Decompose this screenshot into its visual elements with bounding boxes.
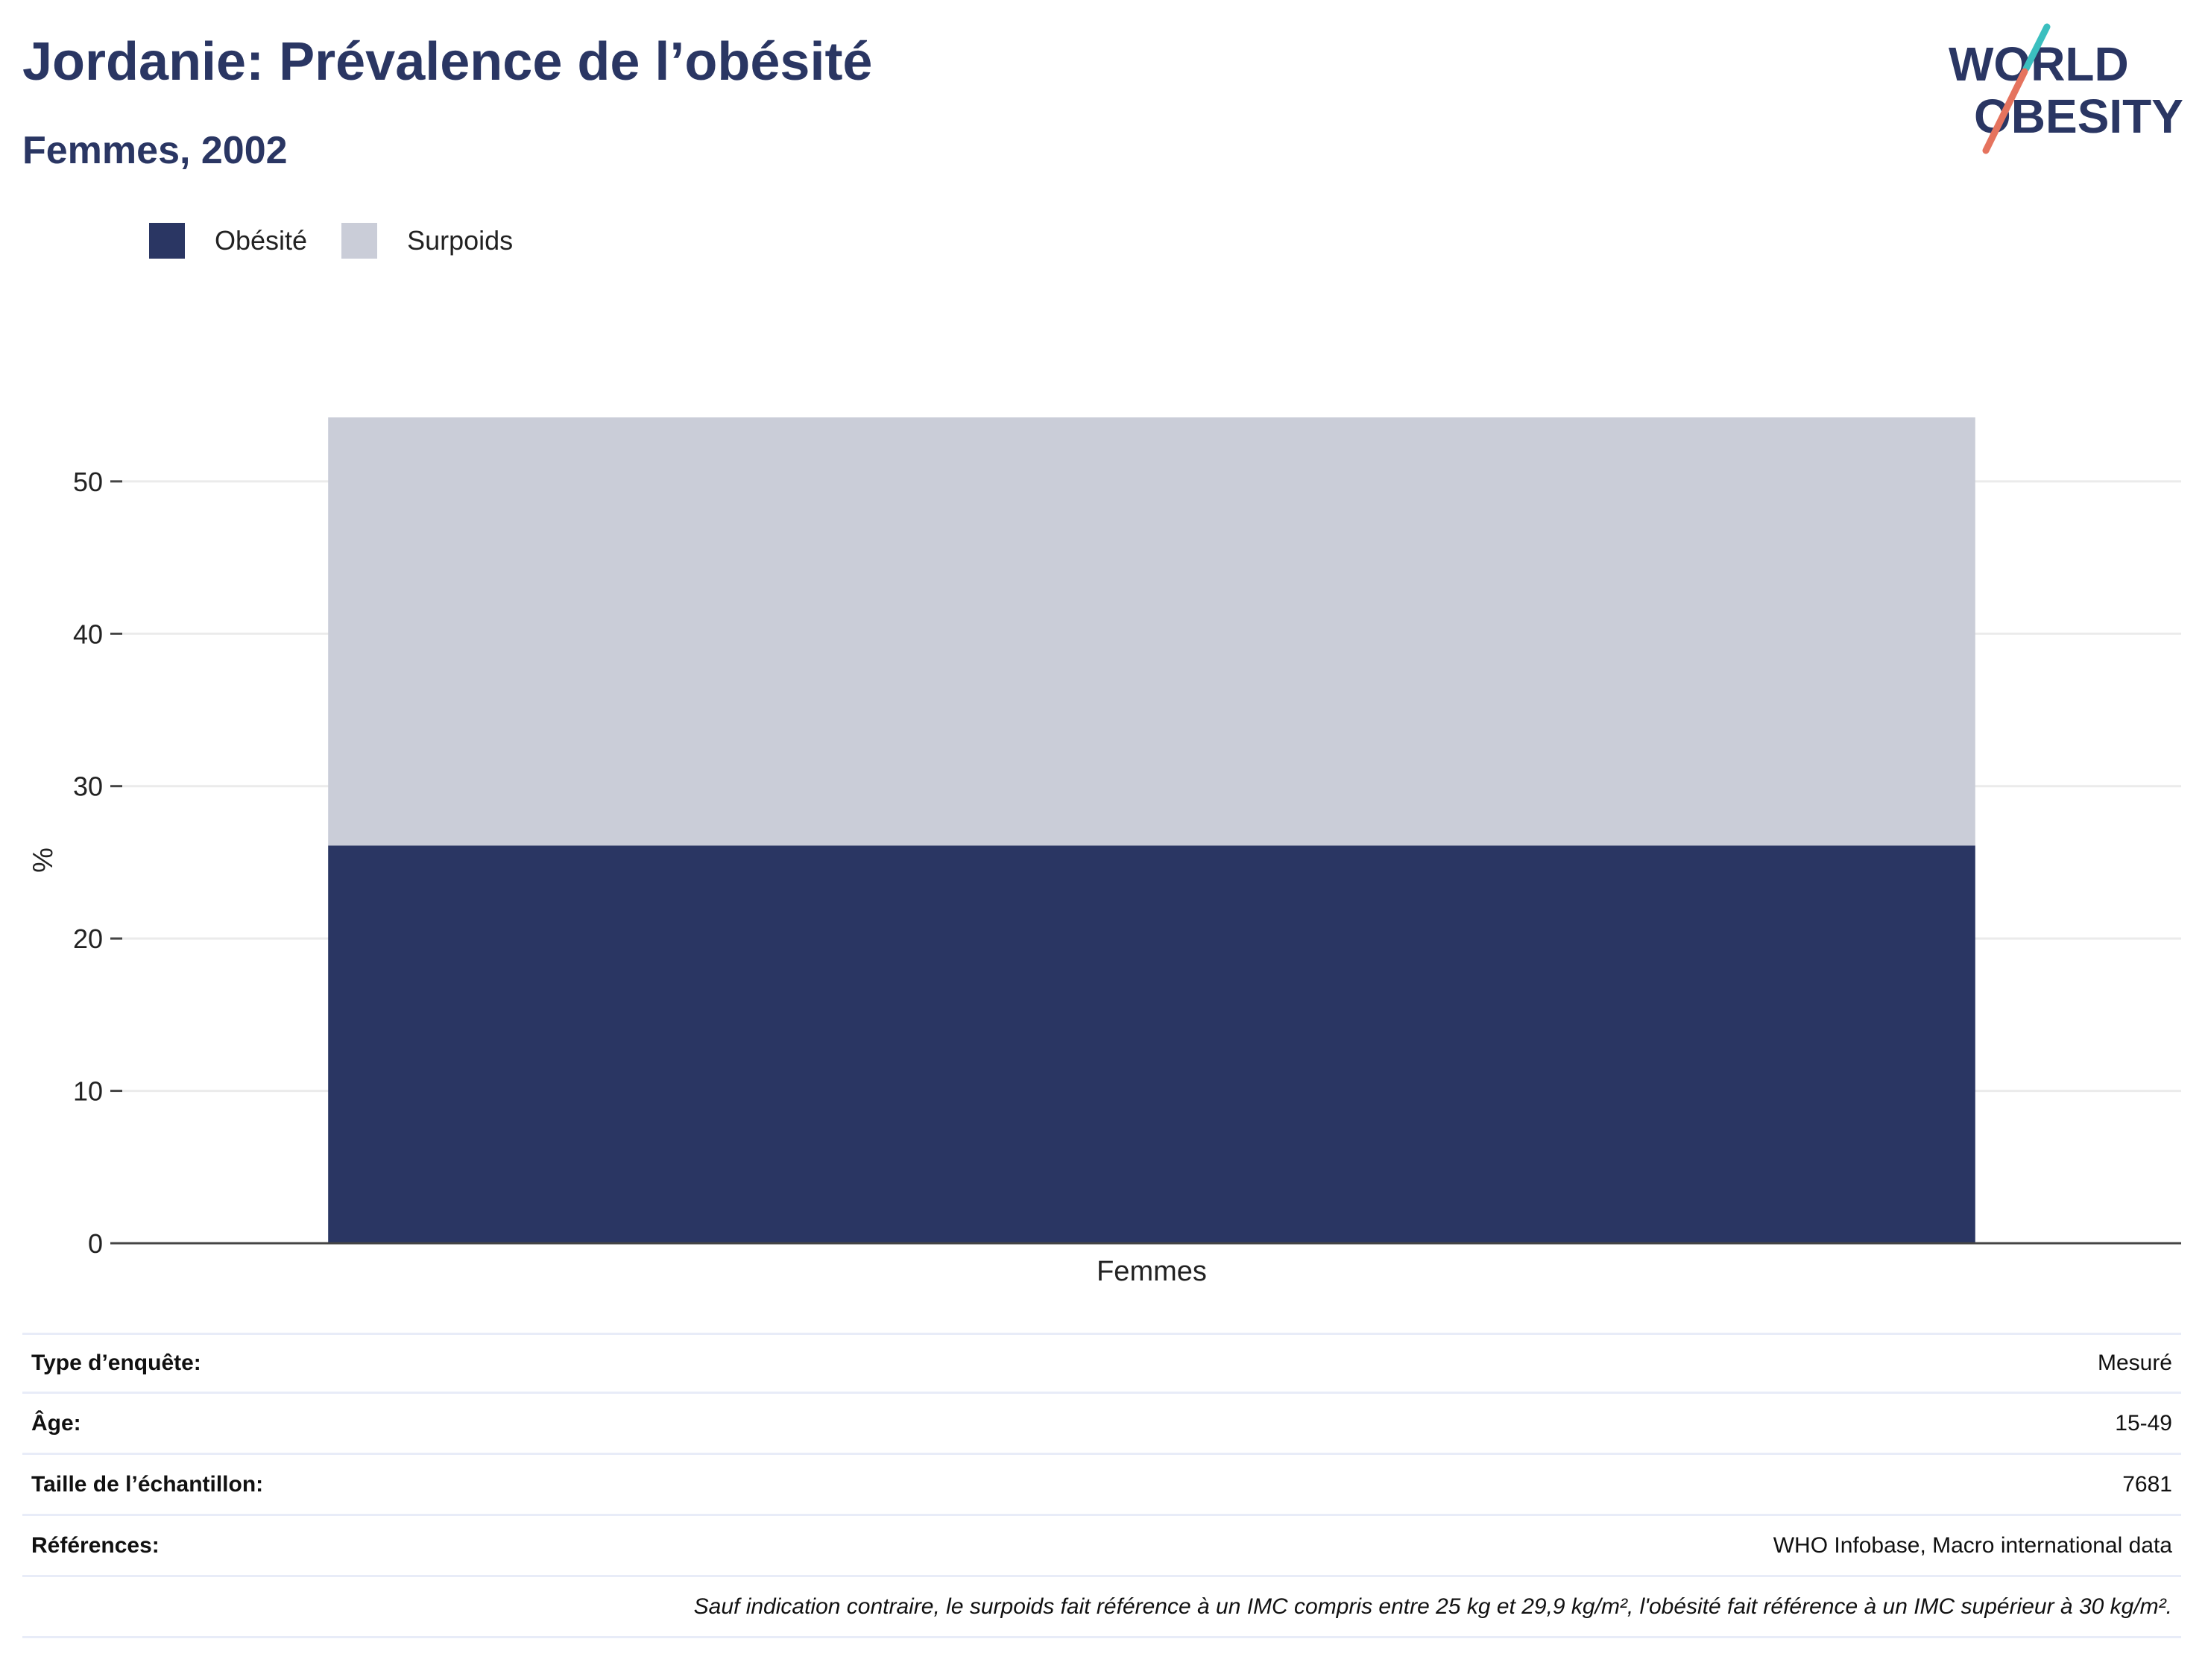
info-label-age: Âge: [31, 1410, 81, 1436]
info-value-sample-size: 7681 [2122, 1471, 2172, 1497]
info-value-survey-type: Mesuré [2097, 1351, 2172, 1375]
info-label-references: Références: [31, 1532, 160, 1558]
info-row-survey-type: Type d’enquête: Mesuré [22, 1333, 2181, 1394]
world-obesity-logo: WORLD OBESITY [1949, 23, 2183, 154]
y-tick-label-30: 30 [73, 771, 103, 802]
info-row-sample-size: Taille de l’échantillon: 7681 [22, 1455, 2181, 1516]
bar-chart: 0 10 20 30 40 50 Femmes% [28, 417, 2181, 1287]
info-value-age: 15-49 [2115, 1410, 2172, 1436]
legend-item-surpoids[interactable]: Surpoids [341, 223, 513, 259]
y-tick-label-20: 20 [73, 923, 103, 954]
bar-femmes-series-0 [328, 845, 1975, 1243]
x-tick-label-0: Femmes [1097, 1256, 1207, 1287]
bar-femmes-series-1 [328, 417, 1975, 846]
chart-legend: Obésité Surpoids [149, 222, 547, 259]
legend-label-obesite: Obésité [215, 225, 308, 256]
info-label-survey-type: Type d’enquête: [31, 1351, 201, 1375]
y-tick-label-50: 50 [73, 467, 103, 497]
legend-swatch-surpoids [341, 223, 378, 259]
legend-item-obesite[interactable]: Obésité [149, 223, 307, 259]
page-subtitle: Femmes, 2002 [22, 129, 288, 172]
y-tick-label-10: 10 [73, 1076, 103, 1107]
y-axis-label: % [28, 847, 59, 873]
info-row-age: Âge: 15-49 [22, 1394, 2181, 1455]
info-row-references: Références: WHO Infobase, Macro internat… [22, 1516, 2181, 1577]
info-value-references: WHO Infobase, Macro international data [1773, 1532, 2172, 1558]
legend-label-surpoids: Surpoids [407, 225, 514, 256]
y-tick-label-0: 0 [88, 1228, 103, 1259]
footnote-text: Sauf indication contraire, le surpoids f… [693, 1594, 2172, 1619]
logo-slash-bottom [1982, 68, 2028, 154]
survey-info-table: Type d’enquête: Mesuré Âge: 15-49 Taille… [22, 1333, 2181, 1638]
logo-slash-top [2022, 23, 2051, 72]
legend-swatch-obesite [149, 223, 185, 259]
info-row-footnote: Sauf indication contraire, le surpoids f… [22, 1577, 2181, 1638]
page-title: Jordanie: Prévalence de l’obésité [22, 32, 873, 92]
info-label-sample-size: Taille de l’échantillon: [31, 1471, 264, 1497]
y-tick-label-40: 40 [73, 619, 103, 649]
